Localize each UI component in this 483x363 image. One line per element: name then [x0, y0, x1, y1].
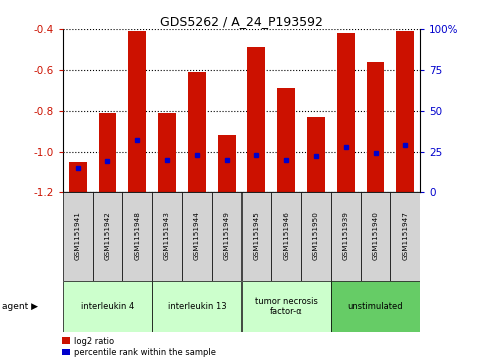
- Bar: [69, 162, 86, 192]
- Text: GSM1151941: GSM1151941: [75, 211, 81, 260]
- Text: unstimulated: unstimulated: [348, 302, 403, 311]
- Text: GSM1151950: GSM1151950: [313, 211, 319, 260]
- Bar: [128, 31, 146, 192]
- Bar: [63, 281, 152, 332]
- Text: GSM1151948: GSM1151948: [134, 211, 140, 260]
- Bar: [271, 192, 301, 281]
- Text: tumor necrosis
factor-α: tumor necrosis factor-α: [255, 297, 318, 317]
- Bar: [301, 192, 331, 281]
- Bar: [152, 281, 242, 332]
- Bar: [247, 48, 265, 192]
- Bar: [63, 192, 93, 281]
- Bar: [242, 281, 331, 332]
- Text: GSM1151940: GSM1151940: [372, 211, 379, 260]
- Bar: [242, 192, 271, 281]
- Text: GSM1151945: GSM1151945: [254, 211, 259, 260]
- Text: GSM1151944: GSM1151944: [194, 211, 200, 260]
- Bar: [218, 135, 236, 192]
- Text: GSM1151947: GSM1151947: [402, 211, 408, 260]
- Bar: [158, 113, 176, 192]
- Bar: [93, 192, 122, 281]
- Bar: [152, 192, 182, 281]
- Title: GDS5262 / A_24_P193592: GDS5262 / A_24_P193592: [160, 15, 323, 28]
- Bar: [277, 88, 295, 192]
- Legend: log2 ratio, percentile rank within the sample: log2 ratio, percentile rank within the s…: [62, 337, 216, 357]
- Text: GSM1151943: GSM1151943: [164, 211, 170, 260]
- Text: agent ▶: agent ▶: [2, 302, 39, 311]
- Bar: [307, 117, 325, 192]
- Bar: [99, 113, 116, 192]
- Text: GSM1151949: GSM1151949: [224, 211, 229, 260]
- Bar: [212, 192, 242, 281]
- Text: GSM1151942: GSM1151942: [104, 211, 111, 260]
- Text: GSM1151939: GSM1151939: [343, 211, 349, 260]
- Bar: [122, 192, 152, 281]
- Bar: [367, 62, 384, 192]
- Bar: [331, 281, 420, 332]
- Bar: [182, 192, 212, 281]
- Bar: [188, 72, 206, 192]
- Text: interleukin 13: interleukin 13: [168, 302, 226, 311]
- Bar: [361, 192, 390, 281]
- Bar: [331, 192, 361, 281]
- Bar: [397, 31, 414, 192]
- Text: GSM1151946: GSM1151946: [283, 211, 289, 260]
- Text: interleukin 4: interleukin 4: [81, 302, 134, 311]
- Bar: [390, 192, 420, 281]
- Bar: [337, 33, 355, 192]
